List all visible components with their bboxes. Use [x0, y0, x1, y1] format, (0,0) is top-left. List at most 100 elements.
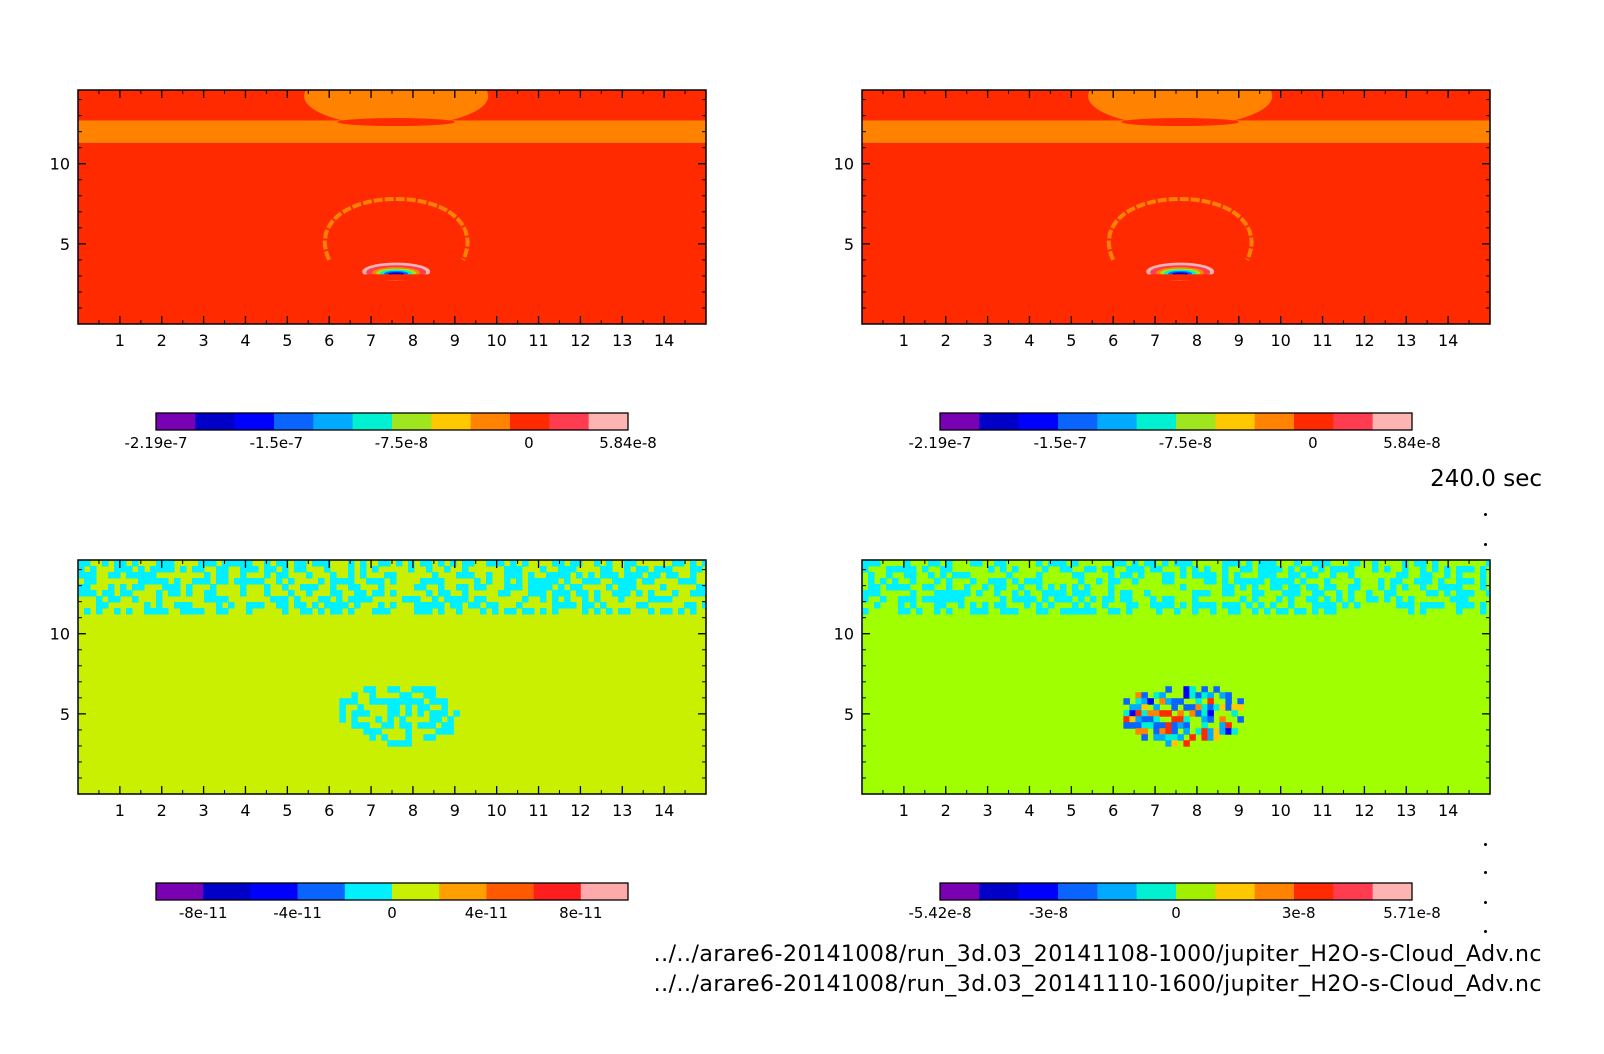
- noise-cell: [1000, 602, 1007, 609]
- x-tick-label: 9: [1234, 331, 1244, 350]
- colorbar-swatch: [274, 413, 314, 430]
- noise-cell: [1213, 734, 1220, 741]
- noise-cell: [345, 698, 352, 705]
- noise-cell: [222, 608, 229, 615]
- noise-cell: [168, 584, 175, 591]
- noise-cell: [1120, 560, 1127, 567]
- noise-cell: [1306, 584, 1313, 591]
- x-tick-label: 3: [199, 331, 209, 350]
- noise-cell: [132, 596, 139, 603]
- noise-cell: [934, 560, 941, 567]
- noise-cell: [516, 566, 523, 573]
- noise-cell: [300, 566, 307, 573]
- noise-cell: [946, 578, 953, 585]
- noise-cell: [447, 722, 454, 729]
- noise-cell: [1006, 608, 1013, 615]
- noise-cell: [438, 590, 445, 597]
- noise-cell: [1183, 722, 1190, 729]
- colorbar-tick-label: -4e-11: [273, 904, 322, 922]
- noise-cell: [672, 590, 679, 597]
- noise-cell: [1147, 710, 1154, 717]
- noise-cell: [441, 704, 448, 711]
- noise-cell: [162, 560, 169, 567]
- noise-cell: [1006, 572, 1013, 579]
- noise-cell: [1048, 560, 1055, 567]
- noise-cell: [405, 710, 412, 717]
- noise-cell: [672, 560, 679, 567]
- noise-cell: [240, 584, 247, 591]
- noise-cell: [1078, 572, 1085, 579]
- x-tick-label: 7: [366, 331, 376, 350]
- noise-cell: [1312, 608, 1319, 615]
- noise-cell: [438, 608, 445, 615]
- noise-cell: [504, 584, 511, 591]
- noise-cell: [1084, 590, 1091, 597]
- noise-cell: [1456, 602, 1463, 609]
- noise-cell: [1183, 716, 1190, 723]
- noise-cell: [1153, 710, 1160, 717]
- noise-cell: [390, 572, 397, 579]
- noise-cell: [402, 596, 409, 603]
- noise-cell: [156, 566, 163, 573]
- noise-cell: [240, 590, 247, 597]
- noise-cell: [1135, 728, 1142, 735]
- x-tick-label: 5: [282, 331, 292, 350]
- noise-cell: [1384, 596, 1391, 603]
- noise-cell: [1123, 698, 1130, 705]
- colorbar-swatch: [979, 413, 1019, 430]
- cloud-core-base: [360, 274, 433, 281]
- noise-cell: [904, 566, 911, 573]
- noise-cell: [1348, 560, 1355, 567]
- colorbar-tick-label: 5.84e-8: [1383, 434, 1441, 452]
- noise-cell: [940, 596, 947, 603]
- noise-cell: [1162, 572, 1169, 579]
- colorbar-tick-label: -8e-11: [179, 904, 228, 922]
- noise-cell: [958, 572, 965, 579]
- plot-area: [862, 90, 1490, 324]
- noise-cell: [594, 596, 601, 603]
- noise-cell: [150, 578, 157, 585]
- noise-cell: [1180, 560, 1187, 567]
- noise-cell: [1384, 590, 1391, 597]
- noise-cell: [660, 566, 667, 573]
- x-tick-label: 13: [612, 331, 632, 350]
- noise-cell: [435, 698, 442, 705]
- noise-cell: [696, 584, 703, 591]
- noise-cell: [910, 596, 917, 603]
- noise-cell: [1288, 602, 1295, 609]
- noise-cell: [96, 602, 103, 609]
- x-tick-label: 2: [157, 801, 167, 820]
- noise-cell: [363, 710, 370, 717]
- noise-cell: [1420, 608, 1427, 615]
- noise-cell: [1177, 734, 1184, 741]
- time-label: 240.0 sec: [1430, 466, 1542, 492]
- colorbar-tick-label: 8e-11: [559, 904, 602, 922]
- noise-cell: [958, 590, 965, 597]
- noise-cell: [582, 596, 589, 603]
- noise-cell: [994, 584, 1001, 591]
- noise-cell: [540, 584, 547, 591]
- noise-cell: [1372, 566, 1379, 573]
- noise-cell: [1159, 722, 1166, 729]
- noise-cell: [282, 596, 289, 603]
- noise-cell: [1072, 572, 1079, 579]
- noise-cell: [552, 590, 559, 597]
- noise-cell: [405, 734, 412, 741]
- noise-cell: [381, 734, 388, 741]
- noise-cell: [351, 698, 358, 705]
- noise-cell: [1201, 728, 1208, 735]
- colorbar-tick-label: 0: [387, 904, 397, 922]
- noise-cell: [516, 602, 523, 609]
- cloud-layer: [862, 120, 1490, 143]
- noise-cell: [528, 608, 535, 615]
- noise-cell: [946, 566, 953, 573]
- colorbar-swatch: [1254, 413, 1295, 430]
- colorbar-swatch: [1058, 413, 1098, 430]
- noise-cell: [1450, 596, 1457, 603]
- x-tick-label: 14: [1438, 331, 1458, 350]
- noise-cell: [1171, 716, 1178, 723]
- noise-cell: [624, 572, 631, 579]
- noise-cell: [1078, 608, 1085, 615]
- noise-cell: [429, 686, 436, 693]
- noise-cell: [702, 584, 706, 591]
